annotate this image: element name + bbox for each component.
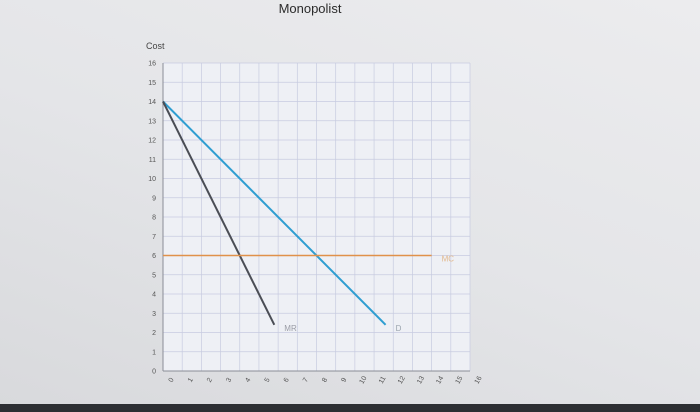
x-tick-label: 4 <box>244 377 252 384</box>
series-lines <box>162 100 432 326</box>
series-label-mr: MR <box>284 324 297 333</box>
y-tick-label: 14 <box>148 99 156 106</box>
x-tick-label: 15 <box>455 375 465 385</box>
x-tick-label: 12 <box>397 375 407 385</box>
y-axis-label: Cost <box>146 41 165 51</box>
y-tick-label: 8 <box>152 215 156 222</box>
grid <box>162 62 471 372</box>
axes <box>162 63 470 372</box>
y-tick-label: 2 <box>152 330 156 337</box>
y-tick-label: 5 <box>152 272 156 279</box>
x-tick-label: 13 <box>416 375 426 385</box>
x-tick-labels: 0 1 2 3 4 5 6 7 8 9 10 11 12 13 14 15 16 <box>168 375 484 385</box>
x-tick-label: 7 <box>302 377 310 384</box>
y-tick-label: 9 <box>152 195 156 202</box>
x-tick-label: 0 <box>168 377 176 384</box>
y-tick-label: 11 <box>149 157 156 164</box>
y-tick-label: 0 <box>152 369 156 376</box>
y-tick-label: 4 <box>152 292 156 299</box>
series-line-d <box>162 100 387 326</box>
y-tick-label: 10 <box>148 176 156 183</box>
series-line-mr <box>162 101 276 326</box>
y-tick-label: 1 <box>152 349 156 356</box>
series-labels: D MR MC <box>284 255 454 333</box>
x-tick-label: 9 <box>340 377 348 384</box>
y-tick-label: 6 <box>152 253 156 260</box>
x-tick-label: 10 <box>359 375 369 385</box>
series-label-mc: MC <box>442 255 455 264</box>
x-tick-label: 1 <box>187 377 195 384</box>
x-tick-label: 11 <box>378 375 388 385</box>
x-tick-label: 5 <box>264 377 272 384</box>
x-tick-label: 14 <box>435 375 445 385</box>
y-tick-label: 13 <box>148 118 156 125</box>
monitor-bezel <box>0 404 700 412</box>
y-tick-label: 7 <box>152 234 156 241</box>
x-tick-label: 16 <box>474 375 484 385</box>
x-tick-label: 6 <box>283 377 291 384</box>
y-tick-label: 12 <box>148 138 156 145</box>
x-tick-label: 8 <box>321 377 329 384</box>
y-tick-label: 3 <box>152 311 156 318</box>
y-tick-label: 16 <box>148 61 156 68</box>
x-tick-label: 3 <box>225 377 233 384</box>
chart-title: Monopolist <box>278 1 342 16</box>
x-tick-label: 2 <box>206 377 214 384</box>
y-tick-label: 15 <box>148 80 156 87</box>
series-label-d: D <box>396 324 402 333</box>
